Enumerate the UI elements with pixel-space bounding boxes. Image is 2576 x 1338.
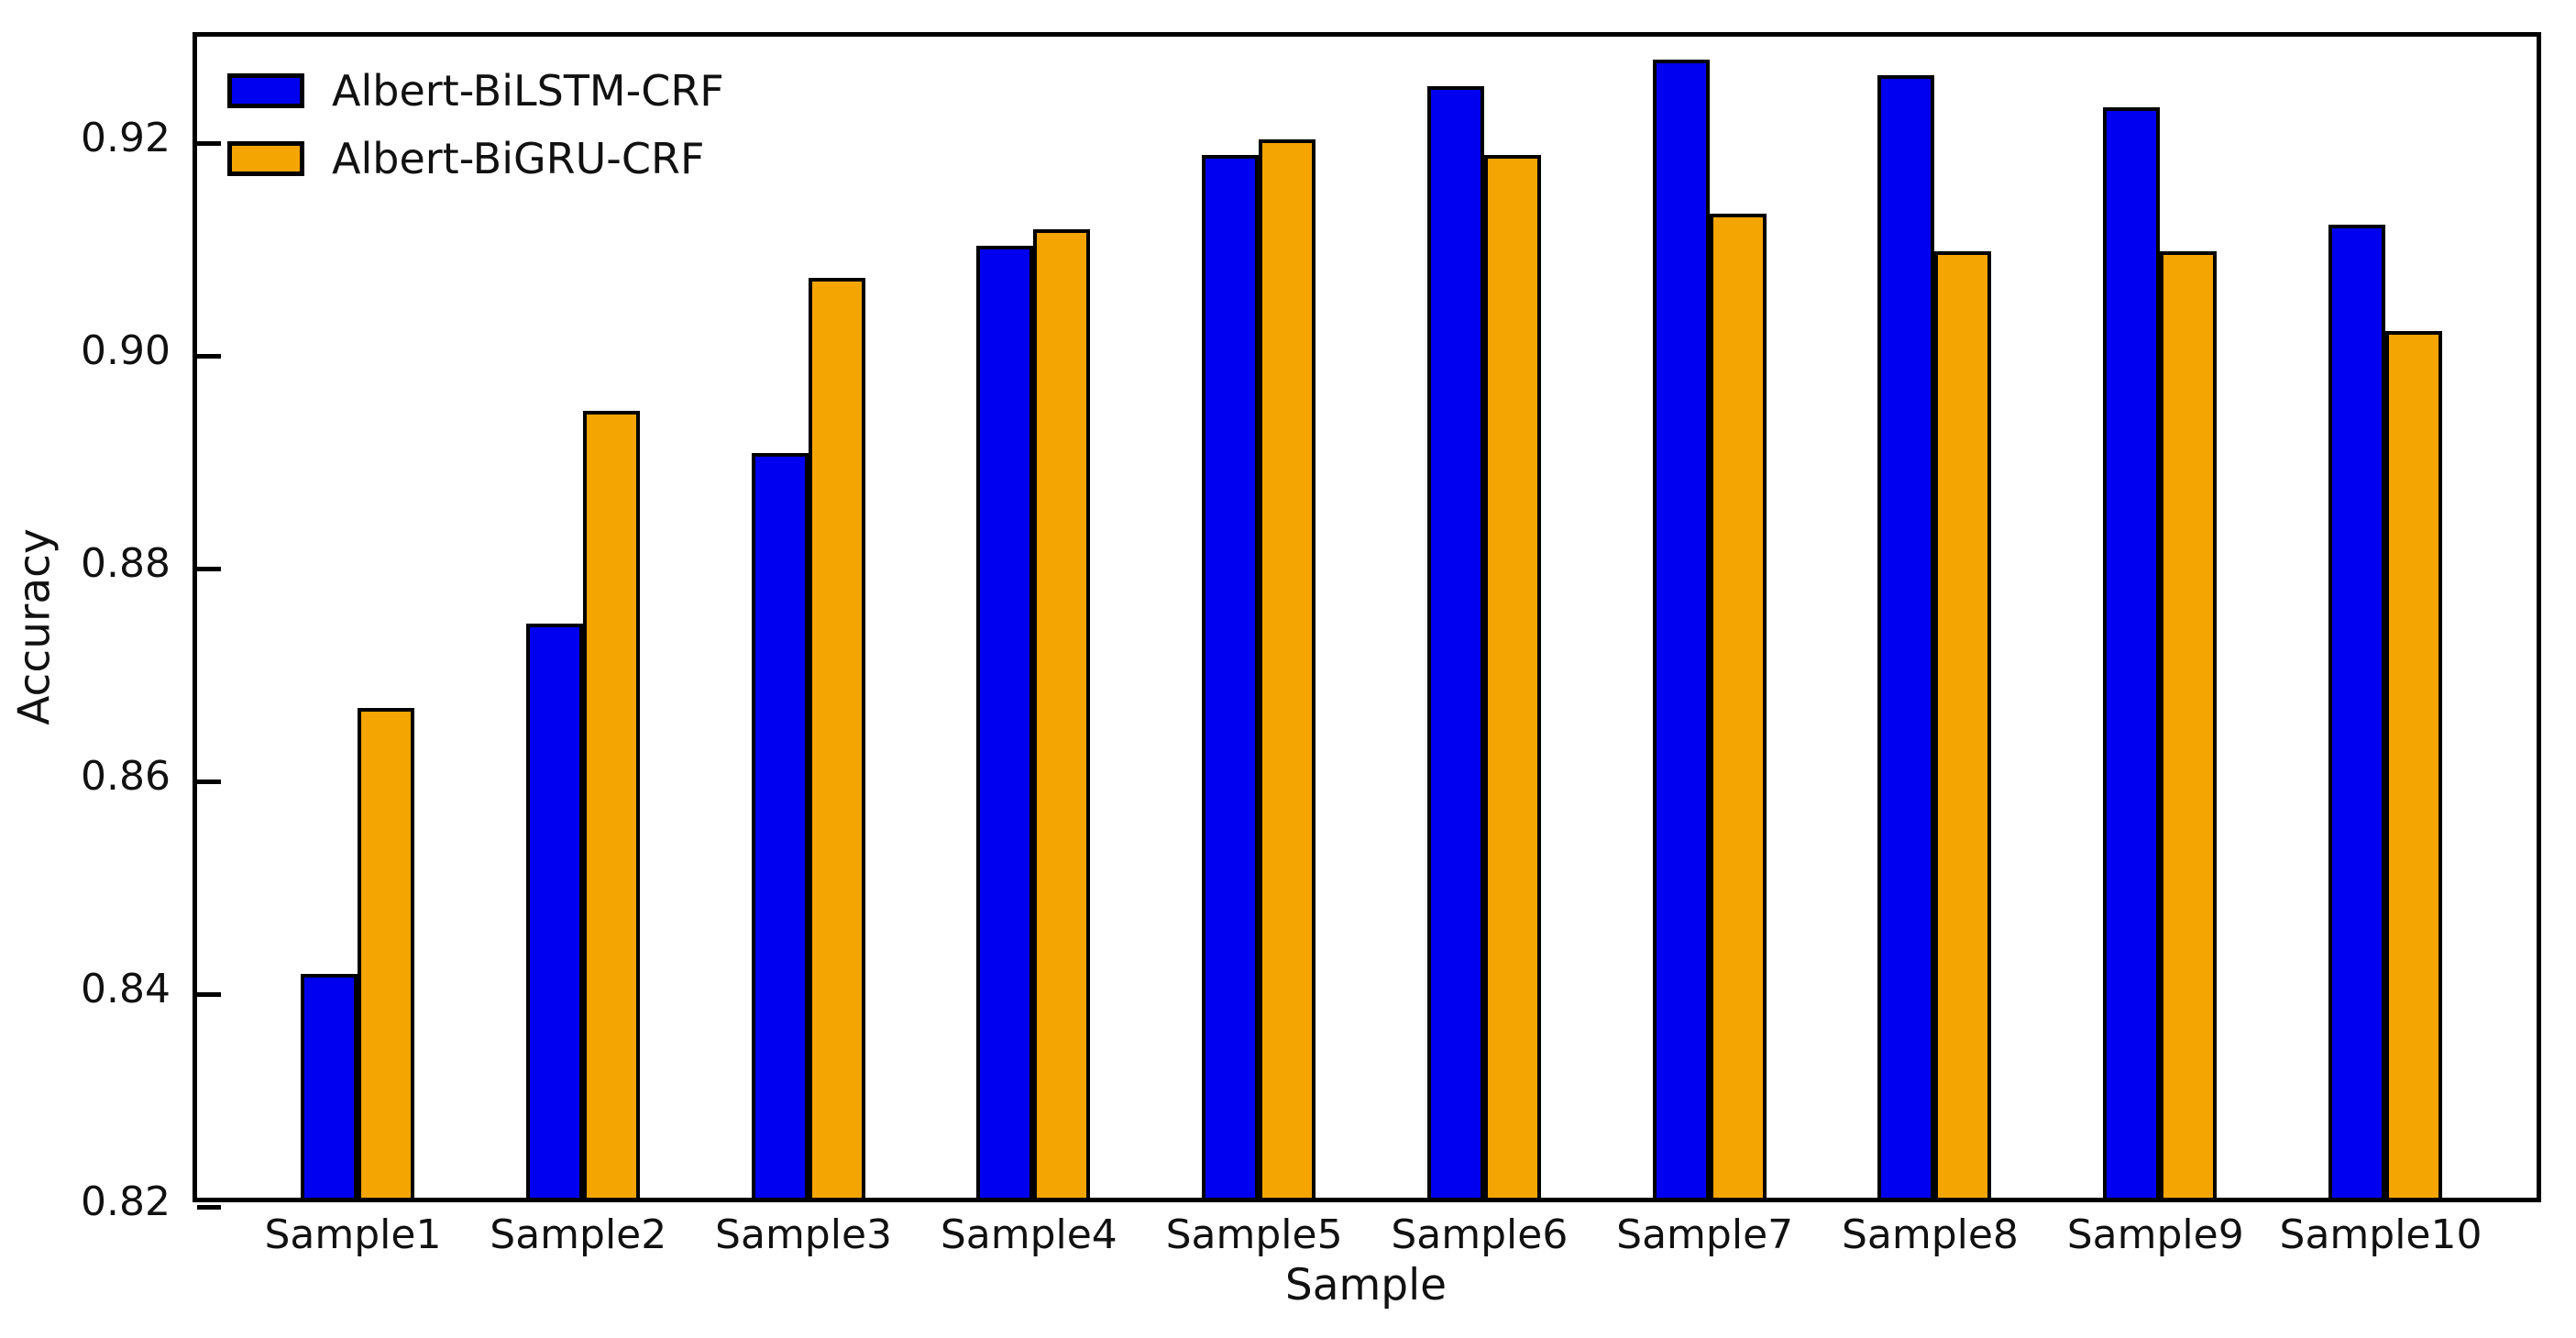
y-tick-label: 0.88 [81, 540, 171, 587]
y-tick-label: 0.84 [81, 966, 171, 1012]
y-tick-mark [197, 992, 221, 997]
bar [2103, 107, 2161, 1198]
bar [1934, 250, 1992, 1198]
x-tick-label: Sample6 [1391, 1211, 1569, 1258]
bar [525, 623, 583, 1198]
y-tick-label: 0.82 [81, 1178, 171, 1225]
legend-label: Albert-BiGRU-CRF [332, 134, 705, 183]
bar [301, 974, 358, 1198]
y-tick-mark [197, 780, 221, 784]
y-tick-mark [197, 141, 221, 146]
x-tick-label: Sample5 [1165, 1211, 1343, 1258]
y-tick-label: 0.90 [81, 327, 171, 374]
bar [582, 410, 640, 1198]
y-tick-mark [197, 567, 221, 571]
legend-swatch [227, 141, 304, 176]
legend-label: Albert-BiLSTM-CRF [332, 66, 724, 116]
bar [2328, 224, 2385, 1198]
bar [1709, 214, 1767, 1198]
bar [1259, 138, 1316, 1198]
bar [1033, 229, 1091, 1198]
legend-swatch [227, 73, 304, 108]
y-tick-mark [197, 354, 221, 359]
bar [1652, 59, 1710, 1198]
x-tick-label: Sample7 [1616, 1211, 1794, 1258]
x-tick-label: Sample1 [264, 1211, 442, 1258]
x-tick-label: Sample4 [940, 1211, 1117, 1258]
x-tick-label: Sample9 [2066, 1211, 2244, 1258]
y-tick-mark [197, 1205, 221, 1210]
x-tick-label: Sample10 [2279, 1211, 2482, 1258]
legend-entry: Albert-BiLSTM-CRF [227, 70, 724, 112]
bar [2385, 330, 2442, 1198]
legend: Albert-BiLSTM-CRF Albert-BiGRU-CRF [227, 70, 724, 205]
x-tick-label: Sample3 [715, 1211, 893, 1258]
bar [751, 453, 809, 1198]
bar [976, 245, 1034, 1198]
bar [358, 708, 414, 1198]
x-tick-label: Sample2 [490, 1211, 667, 1258]
x-axis-title: Sample [1284, 1260, 1448, 1310]
x-tick-label: Sample8 [1841, 1211, 2019, 1258]
plot-area: Albert-BiLSTM-CRF Albert-BiGRU-CRF [193, 32, 2541, 1210]
bar [1426, 85, 1484, 1198]
y-tick-label: 0.86 [81, 753, 171, 800]
legend-entry: Albert-BiGRU-CRF [227, 138, 724, 180]
y-tick-label: 0.92 [81, 115, 171, 161]
bar [1877, 75, 1935, 1198]
bar [1202, 155, 1260, 1198]
bar [808, 277, 865, 1198]
bar [2160, 250, 2218, 1198]
bar [1483, 155, 1541, 1198]
